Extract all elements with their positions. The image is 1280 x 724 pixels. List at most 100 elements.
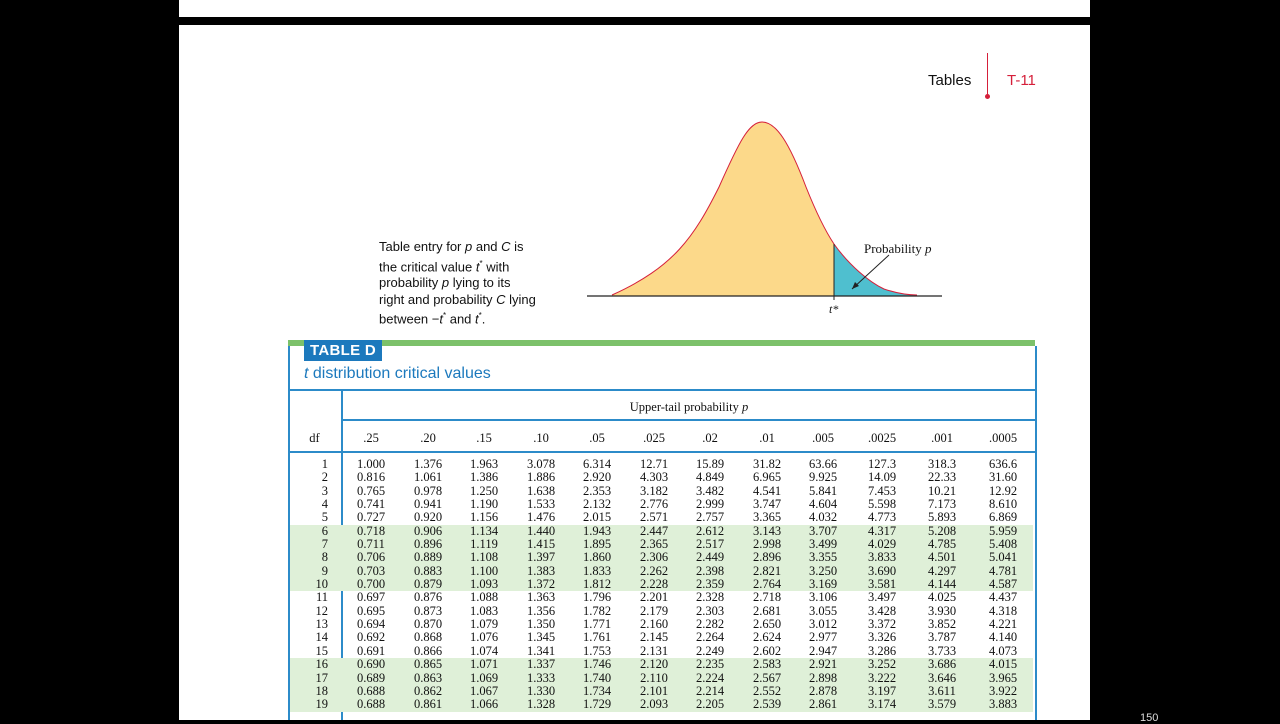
value-cell: 1.067 [469, 683, 499, 698]
value-cell: 3.883 [988, 697, 1018, 712]
value-cell: 4.781 [988, 563, 1018, 578]
value-cell: 4.773 [867, 510, 897, 525]
value-cell: 1.886 [526, 470, 556, 485]
value-cell: 4.437 [988, 590, 1018, 605]
value-cell: 0.688 [356, 697, 386, 712]
value-cell: 3.222 [867, 670, 897, 685]
value-cell: 3.355 [808, 550, 838, 565]
column-header: .0005 [988, 431, 1018, 445]
value-cell: 12.71 [639, 457, 669, 471]
value-cell: 12.92 [988, 483, 1018, 498]
value-cell: 4.604 [808, 497, 838, 512]
value-cell: 3.497 [867, 590, 897, 605]
density-curve-outline [611, 121, 918, 296]
textbook-page: Tables T-11 Table entry for p and C is t… [179, 25, 1090, 720]
value-cell: 0.879 [413, 577, 443, 592]
value-cell: 3.372 [867, 617, 897, 632]
value-cell: 3.579 [927, 697, 957, 712]
value-cell: 1.476 [526, 510, 556, 525]
column-header: .10 [533, 431, 549, 445]
value-cell: 0.727 [356, 510, 386, 525]
rule-under-headers [288, 451, 1035, 453]
df-cell: 18 [315, 683, 329, 698]
t-distribution-figure: Probability p t* [587, 121, 942, 316]
value-cell: 4.025 [927, 590, 957, 605]
value-cell: 3.733 [927, 643, 957, 658]
value-cell: 3.252 [867, 657, 897, 672]
table-row: 18 0.688 0.862 1.067 1.330 1.734 2.101 2.214 2.5… [290, 683, 1033, 699]
value-cell: 1.134 [469, 523, 499, 538]
value-cell: 2.718 [752, 590, 782, 605]
value-cell: 2.120 [639, 657, 669, 672]
value-cell: 2.306 [639, 550, 669, 565]
value-cell: 1.069 [469, 670, 499, 685]
df-cell: 9 [321, 563, 328, 578]
value-cell: 1.761 [582, 630, 612, 645]
value-cell: 3.197 [867, 683, 897, 698]
value-cell: 22.33 [927, 470, 957, 485]
value-cell: 0.870 [413, 617, 443, 632]
value-cell: 4.541 [752, 483, 782, 498]
df-cell: 17 [315, 670, 329, 685]
column-header: .05 [589, 431, 605, 445]
value-cell: 2.214 [695, 683, 725, 698]
df-cell: 11 [315, 590, 328, 605]
value-cell: 14.09 [867, 470, 897, 485]
value-cell: 1.079 [469, 617, 499, 632]
value-cell: 1.753 [582, 643, 612, 658]
value-cell: 2.977 [808, 630, 838, 645]
value-cell: 1.156 [469, 510, 499, 525]
table-row: 1 1.000 1.376 1.963 3.078 6.314 12.71 15.89 31.8… [290, 457, 1033, 471]
density-curve-body [612, 122, 834, 296]
value-cell: 2.681 [752, 603, 782, 618]
value-cell: 0.816 [356, 470, 386, 485]
value-cell: 1.088 [469, 590, 499, 605]
df-cell: 13 [315, 617, 329, 632]
value-cell: 2.353 [582, 483, 612, 498]
value-cell: 1.440 [526, 523, 556, 538]
value-cell: 3.965 [988, 670, 1018, 685]
value-cell: 3.250 [808, 563, 838, 578]
value-cell: 1.372 [526, 577, 556, 592]
table-green-bar [288, 340, 1035, 346]
value-cell: 3.646 [927, 670, 957, 685]
value-cell: 2.398 [695, 563, 725, 578]
value-cell: 2.201 [639, 590, 669, 605]
value-cell: 2.145 [639, 630, 669, 645]
value-cell: 2.517 [695, 537, 725, 552]
value-cell: 1.076 [469, 630, 499, 645]
df-cell: 4 [321, 497, 328, 512]
value-cell: 3.707 [808, 523, 838, 538]
table-row: 10 0.700 0.879 1.093 1.372 1.812 2.228 2.359 2.7… [290, 577, 1033, 592]
value-cell: 1.066 [469, 697, 499, 712]
figure-caption: Table entry for p and C is the critical … [379, 239, 536, 327]
value-cell: 1.533 [526, 497, 556, 512]
value-cell: 0.692 [356, 630, 386, 645]
value-cell: 1.383 [526, 563, 556, 578]
value-cell: 0.896 [413, 537, 443, 552]
table-row: 12 0.695 0.873 1.083 1.356 1.782 2.179 2.303 2.6… [290, 603, 1033, 618]
value-cell: 63.66 [808, 457, 838, 471]
value-cell: 0.706 [356, 550, 386, 565]
tstar-label: t* [829, 302, 838, 316]
value-cell: 1.074 [469, 643, 499, 658]
value-cell: 2.776 [639, 497, 669, 512]
value-cell: 2.583 [752, 657, 782, 672]
value-cell: 2.571 [639, 510, 669, 525]
upper-tail-label: Upper-tail probability p [629, 400, 749, 414]
value-cell: 3.012 [808, 617, 838, 632]
value-cell: 6.314 [582, 457, 612, 471]
value-cell: 2.131 [639, 643, 669, 658]
table-row: 4 0.741 0.941 1.190 1.533 2.132 2.776 2.999 3.74… [290, 497, 1033, 512]
value-cell: 0.718 [356, 523, 386, 538]
value-cell: 4.587 [988, 577, 1018, 592]
value-cell: 2.898 [808, 670, 838, 685]
column-header: .15 [476, 431, 492, 445]
value-cell: 15.89 [695, 457, 725, 471]
value-cell: 0.873 [413, 603, 443, 618]
rule-under-title [288, 389, 1035, 391]
value-cell: 1.250 [469, 483, 499, 498]
value-cell: 1.782 [582, 603, 612, 618]
value-cell: 1.333 [526, 670, 556, 685]
value-cell: 3.174 [867, 697, 897, 712]
